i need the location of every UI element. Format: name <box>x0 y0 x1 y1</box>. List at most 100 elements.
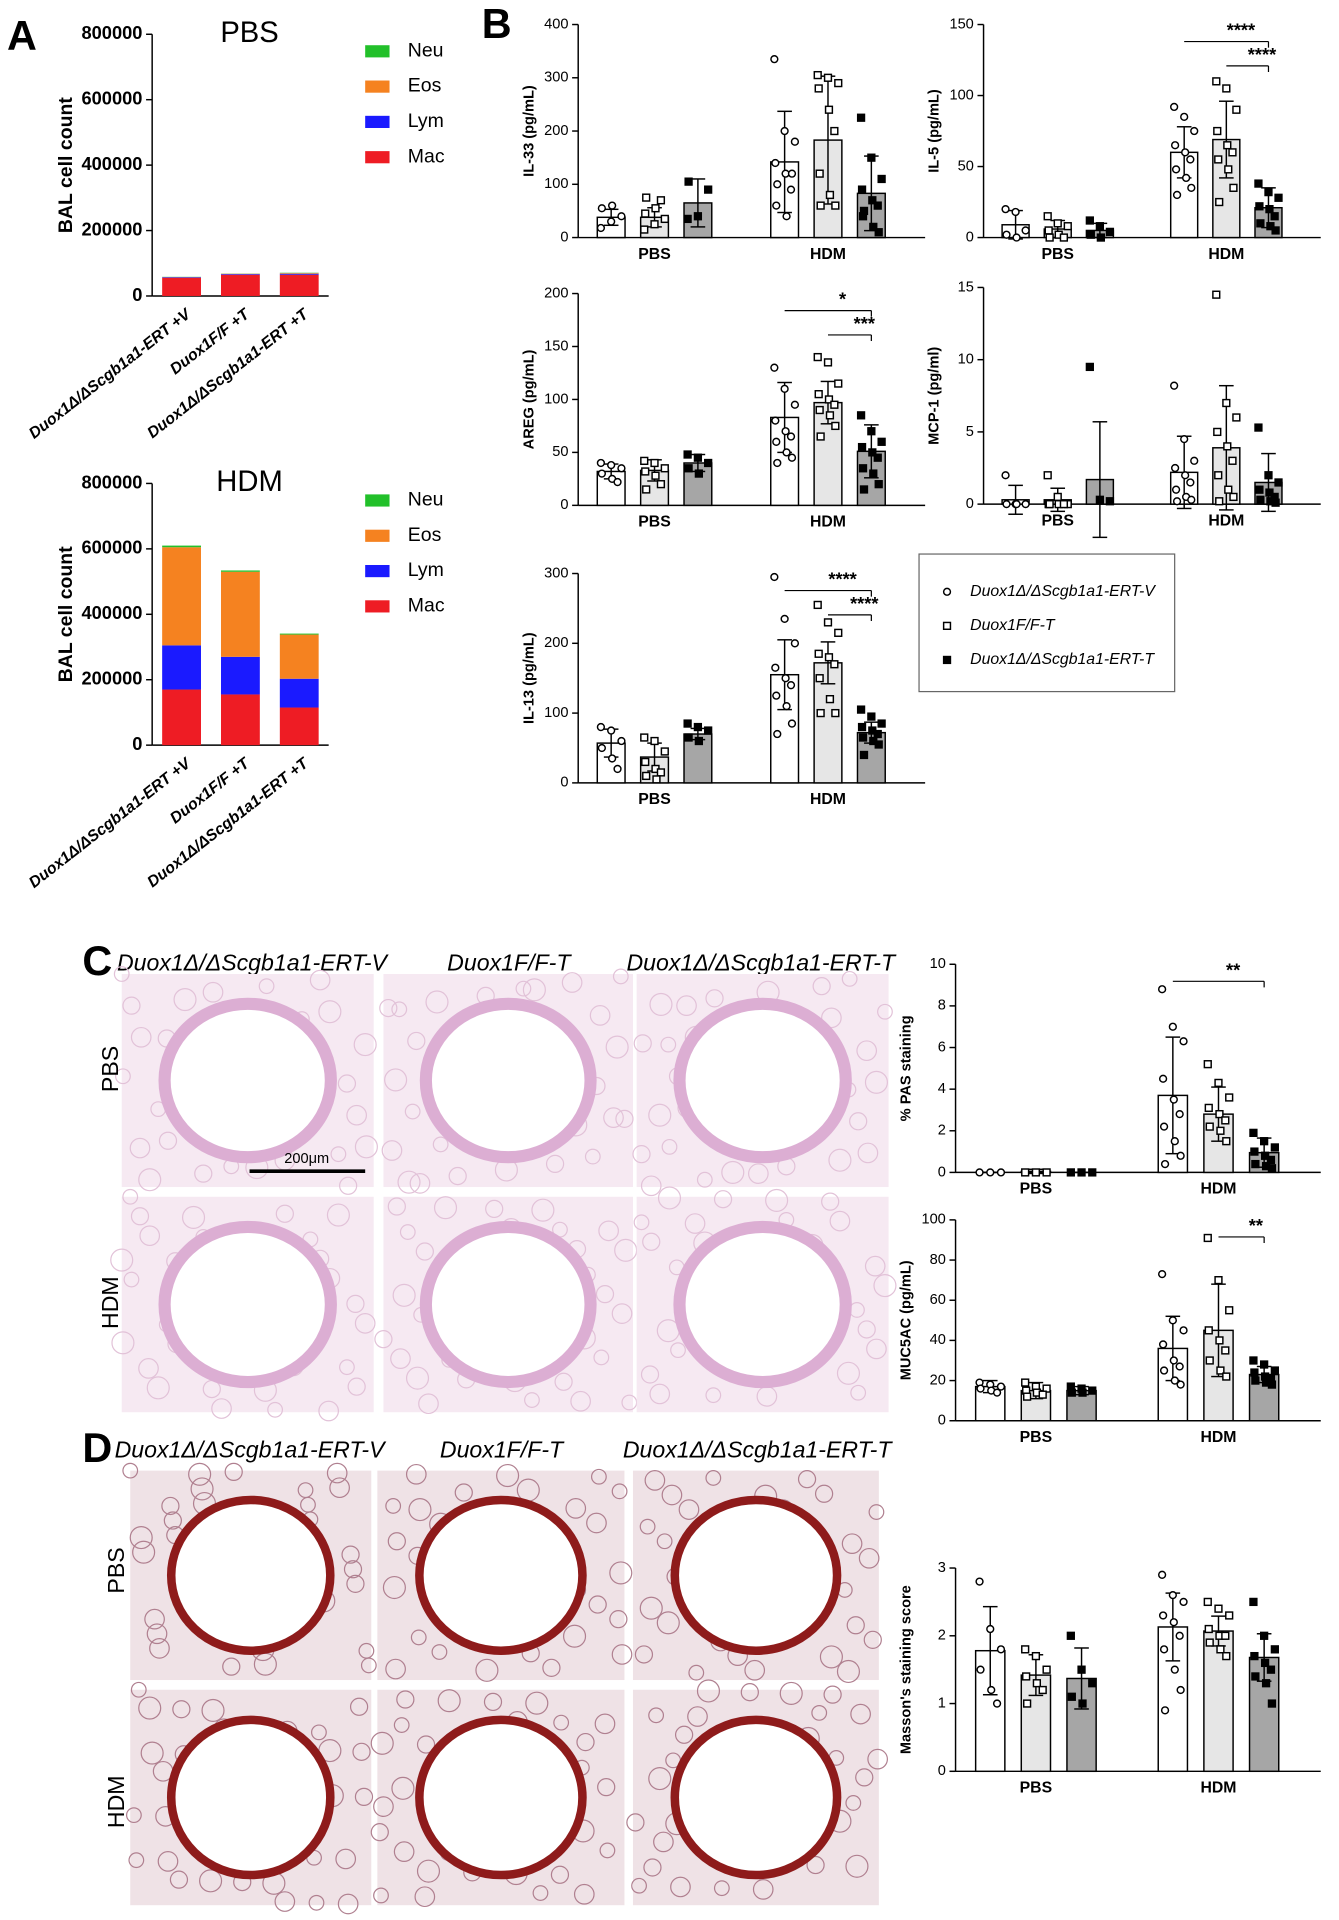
tissue-alveolus <box>339 1359 355 1376</box>
y-tick-label: 6 <box>938 1039 946 1055</box>
airway <box>166 1495 335 1655</box>
data-point <box>1274 478 1283 487</box>
tissue-alveolus <box>128 1852 145 1869</box>
x-tick-label: HDM <box>810 791 846 808</box>
tissue-alveolus <box>181 1205 206 1230</box>
data-point <box>1223 141 1232 150</box>
data-point <box>1215 197 1224 207</box>
data-point <box>607 217 616 226</box>
data-point <box>1042 1168 1051 1177</box>
tissue-alveolus <box>648 1103 672 1127</box>
y-tick-label: 600000 <box>82 537 143 558</box>
y-tick-label: 800000 <box>82 471 143 492</box>
bar-segment <box>279 678 319 708</box>
data-point <box>1270 1645 1279 1654</box>
data-point <box>1249 1128 1258 1138</box>
tissue-alveolus <box>688 1664 705 1681</box>
data-point <box>1204 1103 1213 1113</box>
y-tick-label: 100 <box>544 176 568 192</box>
data-point <box>1204 1326 1213 1335</box>
data-point <box>1261 1679 1271 1688</box>
legend-label: Duox1Δ/ΔScgb1a1-ERT-V <box>970 583 1156 600</box>
data-point <box>1213 427 1222 437</box>
tissue-alveolus <box>346 1104 368 1126</box>
data-point <box>1053 219 1062 228</box>
data-point <box>1038 1685 1047 1695</box>
data-point <box>824 653 834 662</box>
data-point <box>1170 141 1180 150</box>
data-point <box>1157 1269 1167 1279</box>
y-axis-label: Masson's staining score <box>899 1585 915 1754</box>
data-point <box>1168 1022 1177 1031</box>
data-point <box>992 1388 1002 1397</box>
y-tick-label: 800000 <box>82 22 143 43</box>
data-point <box>607 201 617 210</box>
micrograph-column-label: Duox1Δ/ΔScgb1a1-ERT-T <box>623 1436 894 1462</box>
data-point <box>1157 1570 1167 1579</box>
data-point <box>975 1168 984 1177</box>
tissue-alveolus <box>713 1190 733 1209</box>
legend-box <box>918 553 1176 693</box>
tissue-alveolus <box>643 1858 662 1877</box>
tissue-alveolus <box>597 1778 616 1797</box>
data-point <box>787 169 797 178</box>
data-point <box>1038 1390 1047 1399</box>
y-tick-label: 100 <box>949 87 973 103</box>
tissue-alveolus <box>863 1630 882 1649</box>
significance-label: ** <box>1249 1215 1264 1236</box>
tissue-alveolus <box>589 1005 611 1026</box>
data-point <box>1105 227 1115 237</box>
tissue-alveolus <box>561 972 583 993</box>
data-point <box>873 201 882 210</box>
tissue-alveolus <box>405 1366 430 1390</box>
data-point <box>1053 492 1062 502</box>
x-tick-label: HDM <box>810 246 846 263</box>
tissue-alveolus <box>425 990 449 1014</box>
y-tick-label: 200000 <box>82 218 143 239</box>
tissue-alveolus <box>448 1166 467 1186</box>
tissue-alveolus <box>224 1462 243 1481</box>
tissue-alveolus <box>211 1398 232 1419</box>
data-point <box>1158 1340 1168 1349</box>
tissue-alveolus <box>201 1698 225 1723</box>
data-point <box>656 480 666 489</box>
data-point <box>770 55 779 64</box>
data-point <box>1096 233 1105 242</box>
data-point <box>825 411 835 420</box>
data-point <box>1088 1679 1097 1688</box>
data-point <box>816 201 825 210</box>
y-tick-label: 1 <box>938 1695 946 1711</box>
tissue-alveolus <box>611 1483 628 1500</box>
tissue-alveolus <box>553 1714 570 1731</box>
y-axis-label: IL-5 (pg/mL) <box>927 89 943 173</box>
tissue-alveolus <box>384 1068 408 1092</box>
tissue-alveolus <box>531 1198 555 1222</box>
tissue-alveolus <box>649 992 673 1016</box>
tissue-alveolus <box>542 1658 561 1677</box>
airway <box>670 1495 842 1655</box>
data-point <box>683 214 692 224</box>
tissue-alveolus <box>110 1248 134 1272</box>
data-point <box>651 471 660 480</box>
tissue-alveolus <box>346 1574 365 1593</box>
tissue-alveolus <box>381 1140 403 1161</box>
data-point <box>642 485 651 494</box>
tissue-alveolus <box>828 1148 852 1172</box>
data-point <box>1066 1631 1075 1640</box>
y-tick-label: 0 <box>560 775 568 791</box>
data-point <box>834 78 843 88</box>
data-point <box>596 223 606 233</box>
data-point <box>656 768 666 777</box>
data-point <box>613 477 622 487</box>
data-point <box>823 358 833 367</box>
data-point <box>772 437 781 446</box>
data-point <box>1170 1137 1179 1146</box>
data-point <box>684 464 693 473</box>
data-point <box>1021 1378 1030 1387</box>
tissue-alveolus <box>670 1876 691 1898</box>
data-point <box>607 726 616 735</box>
data-point <box>1180 434 1189 444</box>
data-point <box>1012 233 1021 242</box>
tissue-alveolus <box>554 1372 573 1391</box>
data-point <box>1086 230 1095 239</box>
